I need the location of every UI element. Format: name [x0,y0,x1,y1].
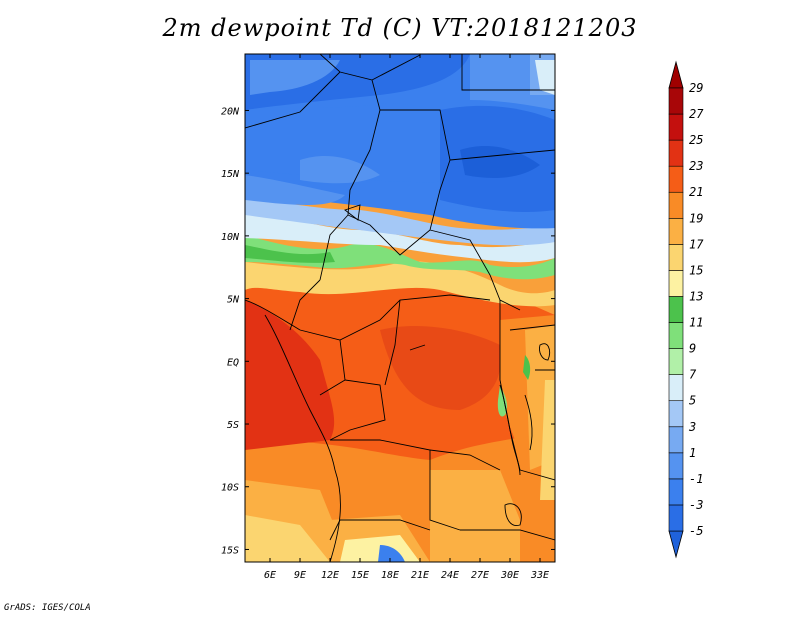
lon-tick-label: 33E [530,570,549,581]
lat-tick-label: 20N [221,106,240,117]
map-frame [244,53,556,563]
colorbar-label: -5 [689,524,703,538]
lon-tick-label: 9E [294,570,306,581]
colorbar-box [668,426,684,454]
lat-tick-label: 10S [221,483,239,494]
lon-tick-label: 18E [381,570,399,581]
country-borders [245,54,555,562]
lon-tick-label: 27E [471,570,489,581]
colorbar-box [668,270,684,297]
colorbar-label: 3 [688,420,696,434]
grads-credit: GrADS: IGES/COLA [4,603,91,613]
colorbar-label: 11 [689,316,703,330]
lon-tick-label: 30E [500,570,519,581]
colorbar-label: -3 [689,498,703,512]
dewpoint-field [245,54,555,562]
colorbar-box [668,244,684,271]
lon-tick-label: 21E [411,570,429,581]
map-title: 2m dewpoint Td (C) VT:2018121203 [162,14,638,42]
lon-tick-label: 6E [264,570,276,581]
colorbar-label: 7 [689,368,697,382]
colorbar-label: 1 [689,446,696,460]
colorbar-box [668,374,684,402]
colorbar-label: 19 [689,211,703,225]
colorbar-box [668,217,684,245]
colorbar-label: 5 [689,394,696,408]
colorbar-box [668,113,684,141]
lat-tick-label: 15S [221,545,239,556]
lat-tick-label: 5S [227,420,239,431]
lon-tick-label: 15E [351,570,369,581]
colorbar-label: 29 [689,81,703,95]
lat-tick-label: 15N [221,169,240,180]
colorbar-box [668,322,684,349]
colorbar-label: 23 [689,159,703,173]
latitude-axis: 20N 15N 10N 5N EQ 5S 10S 15S [221,106,555,556]
lon-tick-label: 24E [441,570,459,581]
colorbar-box [668,191,684,219]
colorbar-label: 15 [689,263,703,277]
colorbar-label: -1 [689,472,703,486]
colorbar-low-arrow [668,530,684,559]
longitude-axis: 6E 9E 12E 15E 18E 21E 24E 27E 30E 33E [264,54,549,581]
colorbar-label: 13 [689,289,703,303]
colorbar-high-arrow [668,60,684,89]
colorbar-label: 9 [689,342,696,356]
colorbar-box [668,296,684,323]
lat-tick-label: EQ [227,357,239,368]
colorbar-box [668,478,684,506]
lat-tick-label: 5N [227,295,240,306]
colorbar-label: 27 [689,107,704,121]
colorbar-label: 25 [689,133,703,147]
lake-outlines [344,204,555,526]
colorbar-box [668,504,684,532]
colorbar-box [668,165,684,193]
colorbar-box [668,139,684,167]
colorbar-label: 17 [689,237,704,251]
colorbar-box [668,348,684,375]
lat-tick-label: 10N [221,232,240,243]
colorbar-box [668,87,684,115]
colorbar-box [668,400,684,428]
colorbar-box [668,452,684,480]
lon-tick-label: 12E [321,570,339,581]
colorbar-label: 21 [689,185,703,199]
